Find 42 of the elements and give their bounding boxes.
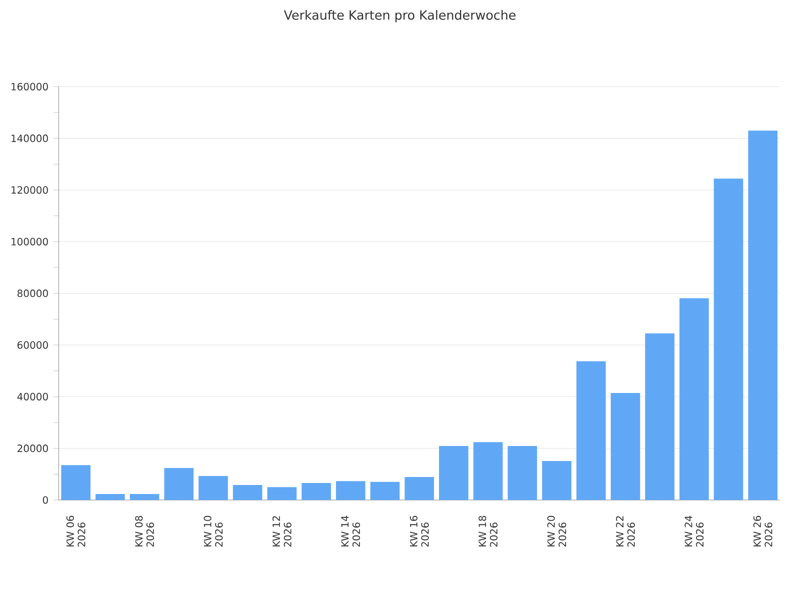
y-tick-label: 80000 — [17, 290, 48, 298]
chart-title: Verkaufte Karten pro Kalenderwoche — [284, 10, 516, 22]
y-tick-label: 120000 — [12, 186, 48, 194]
y-tick-label: 100000 — [12, 238, 48, 246]
bar — [130, 494, 160, 500]
bar — [336, 481, 366, 500]
bar — [61, 465, 91, 500]
bar — [439, 446, 468, 500]
x-tick-label: KW 16 2026 — [410, 516, 429, 547]
bar — [473, 442, 503, 500]
bar — [508, 446, 538, 500]
y-tick-label: 20000 — [18, 444, 48, 452]
x-tick-label: KW 24 2026 — [684, 516, 704, 547]
bar — [679, 298, 709, 500]
bar — [232, 485, 262, 500]
x-tick-label: KW 26 2026 — [753, 516, 772, 547]
x-tick-label: KW 20 2026 — [547, 516, 566, 547]
x-tick-label: KW 12 2026 — [272, 516, 292, 547]
bar — [370, 482, 400, 500]
bar — [302, 482, 331, 500]
y-tick-label: 0 — [42, 496, 48, 504]
bar — [198, 476, 228, 500]
y-tick-label: 60000 — [18, 341, 48, 349]
bar — [164, 468, 194, 500]
bar — [96, 494, 125, 500]
y-tick-label: 160000 — [12, 82, 48, 90]
bar — [576, 361, 606, 500]
bar — [645, 333, 674, 500]
bar — [542, 460, 572, 500]
bar — [404, 477, 434, 500]
y-tick-label: 40000 — [17, 392, 48, 400]
x-tick-label: KW 22 2026 — [616, 516, 635, 547]
bar — [714, 178, 744, 500]
x-tick-label: KW 06 2026 — [66, 516, 86, 547]
bar — [748, 130, 778, 500]
x-tick-label: KW 18 2026 — [478, 516, 498, 547]
bar — [610, 393, 640, 500]
x-tick-label: KW 14 2026 — [341, 516, 360, 547]
y-tick-label: 140000 — [12, 134, 48, 142]
x-tick-label: KW 08 2026 — [135, 516, 154, 547]
x-tick-label: KW 10 2026 — [204, 516, 223, 547]
bar — [267, 487, 297, 500]
